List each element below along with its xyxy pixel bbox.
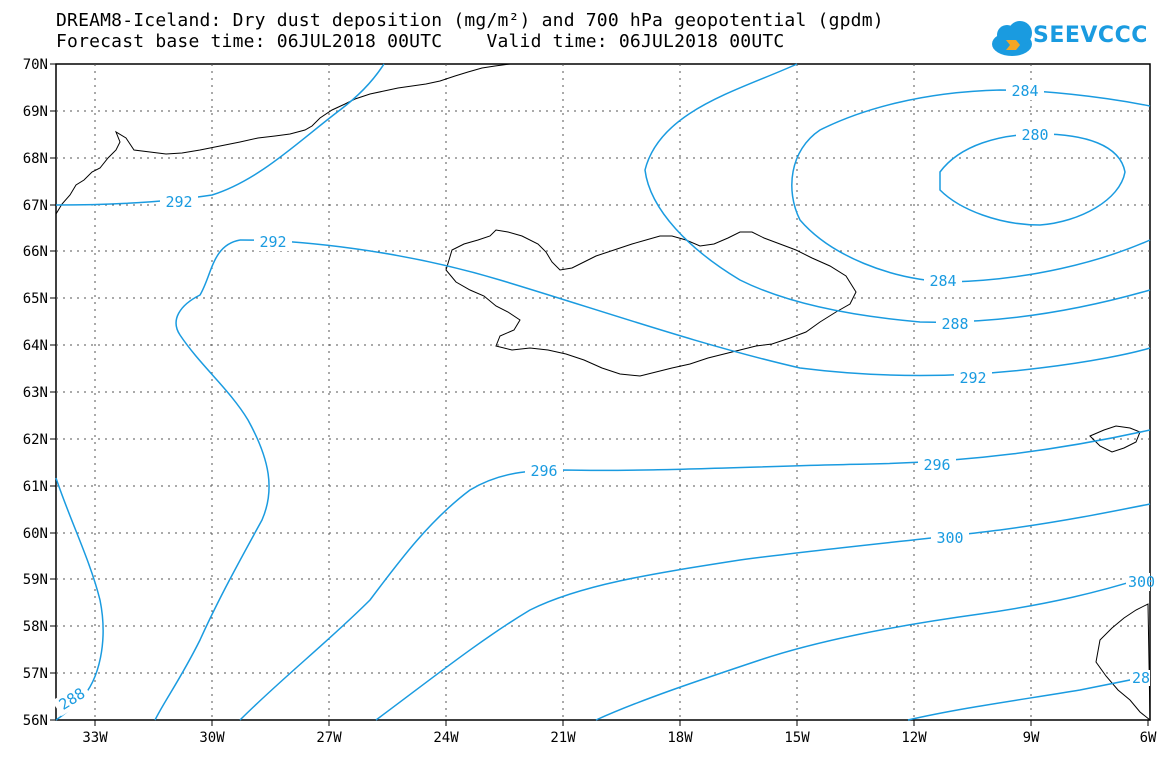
- contour-line: [239, 239, 1151, 377]
- lon-label: 6W: [1140, 730, 1157, 746]
- contour-label: 296: [530, 462, 557, 480]
- contour-label: 300: [1128, 573, 1155, 591]
- lon-label: 9W: [1023, 730, 1040, 746]
- lon-label: 30W: [199, 730, 225, 746]
- contour-label: 292: [959, 369, 986, 387]
- lat-label: 63N: [23, 385, 48, 401]
- contour-label: 280: [1021, 126, 1048, 144]
- cloud-icon: [992, 21, 1032, 56]
- contour-label: 284: [929, 272, 956, 290]
- contour-label: 292: [259, 233, 286, 251]
- map-title: DREAM8-Iceland: Dry dust deposition (mg/…: [56, 10, 884, 31]
- contour-line: [55, 63, 385, 206]
- seevccc-logo: [992, 21, 1032, 56]
- greenland-coast: [55, 63, 511, 215]
- lon-label: 12W: [901, 730, 927, 746]
- contour-label: 300: [936, 529, 963, 547]
- lat-label: 60N: [23, 526, 48, 542]
- lat-label: 68N: [23, 151, 48, 167]
- lat-label: 69N: [23, 104, 48, 120]
- lat-label: 62N: [23, 432, 48, 448]
- contour-label: 288: [941, 315, 968, 333]
- contour-label: 284: [1011, 82, 1038, 100]
- iceland-coast: [445, 229, 857, 377]
- contour-line: [239, 429, 1151, 721]
- scotland-coast: [1095, 603, 1151, 722]
- lat-label: 61N: [23, 479, 48, 495]
- lat-label: 59N: [23, 572, 48, 588]
- contour-line: [595, 575, 1151, 721]
- lat-label: 57N: [23, 666, 48, 682]
- coastlines: [55, 63, 1151, 722]
- lat-label: 66N: [23, 244, 48, 260]
- latitude-labels: 70N 69N 68N 67N 66N 65N 64N 63N 62N 61N …: [23, 57, 48, 729]
- lon-label: 18W: [667, 730, 693, 746]
- lat-label: 65N: [23, 291, 48, 307]
- longitude-labels: 33W 30W 27W 24W 21W 18W 15W 12W 9W 6W: [82, 730, 1157, 746]
- faroe-coast: [1089, 425, 1141, 453]
- lat-label: 70N: [23, 57, 48, 73]
- contour-line: [939, 133, 1126, 226]
- tick-marks: [50, 63, 1149, 726]
- lat-label: 64N: [23, 338, 48, 354]
- contour-line: [791, 89, 1151, 283]
- contour-label: 292: [165, 193, 192, 211]
- contour-line: [907, 675, 1151, 721]
- lon-label: 27W: [316, 730, 342, 746]
- contour-line: [375, 503, 1151, 721]
- lat-label: 56N: [23, 713, 48, 729]
- gridlines: [56, 64, 1150, 720]
- contour-line: [644, 63, 1151, 323]
- contour-line: [154, 239, 270, 721]
- lon-label: 15W: [784, 730, 810, 746]
- contour-label: 296: [923, 456, 950, 474]
- lon-label: 33W: [82, 730, 108, 746]
- contour-label: 28: [1132, 669, 1150, 687]
- contour-labels: 292 292 284 280 284 288 292 296 296 300 …: [51, 82, 1155, 717]
- logo-text: SEEVCCC: [1033, 23, 1148, 48]
- forecast-times: Forecast base time: 06JUL2018 00UTC Vali…: [56, 31, 785, 52]
- lat-label: 58N: [23, 619, 48, 635]
- lon-label: 21W: [550, 730, 576, 746]
- lat-label: 67N: [23, 198, 48, 214]
- lon-label: 24W: [433, 730, 459, 746]
